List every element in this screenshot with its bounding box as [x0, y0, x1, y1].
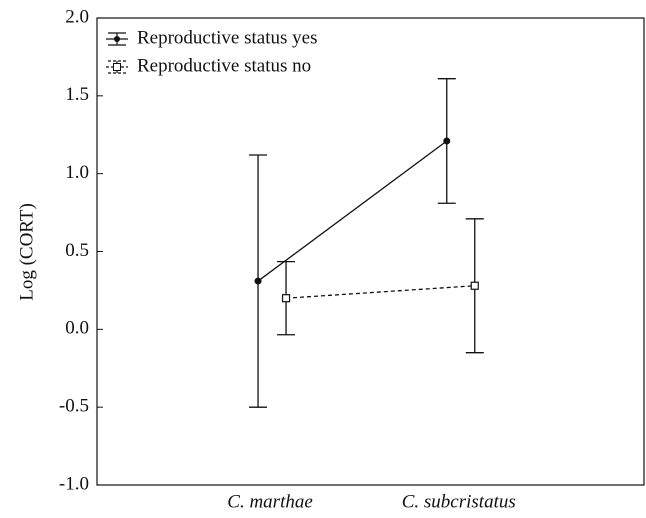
legend-label: Reproductive status no: [137, 55, 311, 76]
y-tick-label: -1.0: [59, 473, 89, 494]
plot-frame: [96, 17, 645, 486]
data-point: [443, 137, 451, 145]
y-tick-label: 0.0: [65, 318, 89, 339]
y-axis-label: Log (CORT): [16, 203, 37, 301]
data-point: [281, 294, 291, 303]
legend-marker: [113, 63, 121, 71]
series-line: [285, 285, 475, 299]
legend-label: Reproductive status yes: [137, 27, 317, 48]
x-tick-label: C. marthae: [227, 491, 313, 512]
y-tick-label: 1.5: [65, 84, 89, 105]
legend-icon: [106, 60, 128, 74]
y-tick-label: -0.5: [59, 396, 89, 417]
y-tick-label: 1.0: [65, 162, 89, 183]
y-tick-label: 0.5: [65, 240, 89, 261]
data-point: [470, 281, 479, 290]
data-point: [254, 277, 262, 285]
legend-icon: [106, 32, 128, 46]
series-line: [257, 140, 448, 282]
y-tick-label: 2.0: [65, 6, 89, 27]
x-tick-label: C. subcristatus: [402, 491, 516, 512]
legend-marker: [114, 36, 120, 42]
